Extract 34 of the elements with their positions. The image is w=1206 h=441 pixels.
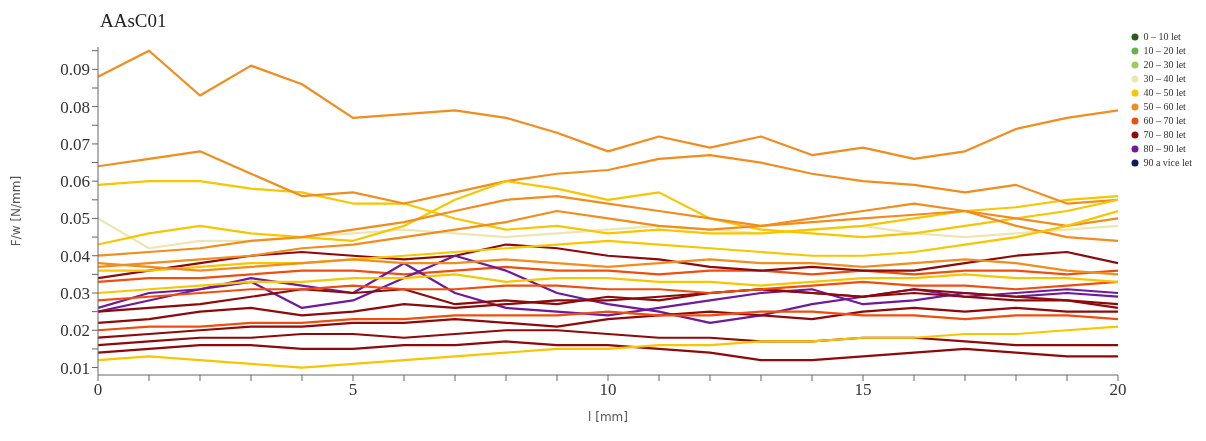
y-tick-label: 0.02 bbox=[60, 321, 90, 341]
legend-label: 30 – 40 let bbox=[1143, 73, 1186, 84]
y-tick-label: 0.03 bbox=[60, 284, 90, 304]
legend-label: 20 – 30 let bbox=[1143, 59, 1186, 70]
x-tick-label: 20 bbox=[1109, 380, 1127, 400]
line-series bbox=[98, 273, 1118, 295]
legend-label: 0 – 10 let bbox=[1143, 31, 1181, 42]
line-series bbox=[98, 340, 1118, 362]
x-tick-label: 10 bbox=[599, 380, 617, 400]
legend-label: 70 – 80 let bbox=[1143, 129, 1186, 140]
y-tick-label: 0.05 bbox=[60, 209, 90, 229]
x-tick-label: 5 bbox=[348, 380, 358, 400]
chart-title: AAsC01 bbox=[100, 10, 167, 32]
y-tick-label: 0.06 bbox=[60, 172, 90, 192]
x-axis-title: l [mm] bbox=[588, 410, 628, 424]
x-tick-label: 0 bbox=[93, 380, 103, 400]
legend-label: 40 – 50 let bbox=[1143, 87, 1186, 98]
line-series bbox=[98, 325, 1118, 369]
y-axis-title: F/w [N/mm] bbox=[9, 175, 24, 247]
line-series bbox=[98, 310, 1118, 332]
line-series bbox=[98, 265, 1118, 283]
y-tick-label: 0.01 bbox=[60, 358, 90, 378]
line-series bbox=[98, 180, 1118, 246]
y-tick-label: 0.07 bbox=[60, 134, 91, 154]
legend-label: 10 – 20 let bbox=[1143, 45, 1186, 56]
legend-label: 80 – 90 let bbox=[1143, 143, 1186, 154]
line-series bbox=[98, 49, 1118, 160]
legend-label: 60 – 70 let bbox=[1143, 115, 1186, 126]
legend-label: 50 – 60 let bbox=[1143, 101, 1186, 112]
y-tick-label: 0.09 bbox=[60, 60, 90, 80]
y-tick-label: 0.08 bbox=[60, 97, 90, 117]
legend-label: 90 a vice let bbox=[1143, 157, 1192, 168]
y-tick-label: 0.04 bbox=[60, 246, 91, 266]
x-tick-label: 15 bbox=[854, 380, 872, 400]
